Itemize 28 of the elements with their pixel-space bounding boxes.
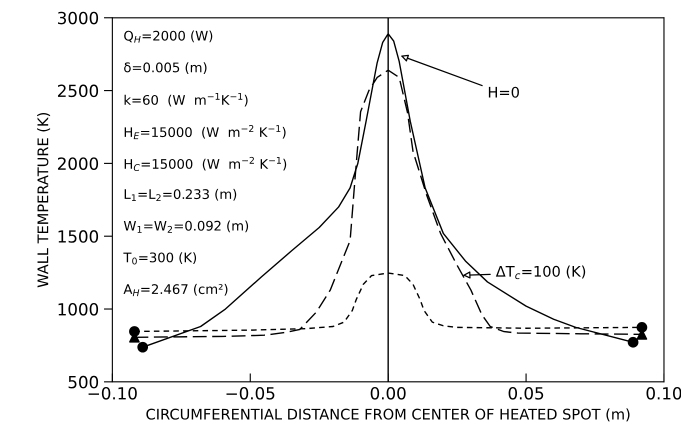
y-axis-title: WALL TEMPERATURE (K) [37,113,50,288]
annotation: ΔT$_{c}$=100 (K) [496,266,586,280]
annotation: k=60 (W m$^{−1}$K$^{−1}$) [124,92,248,106]
x-tick-label: 0.05 [508,386,544,400]
point [137,342,148,353]
x-tick-label: −0.10 [88,386,137,400]
annotation: H=0 [488,86,519,98]
y-tick-label: 2500 [58,84,98,98]
y-tick-label: 3000 [58,12,98,24]
y-tick-label: 1500 [58,230,98,243]
annotation: T$_{0}$=300 (K) [123,252,196,265]
point [628,336,638,348]
point [129,326,140,337]
annotation: A$_{H}$=2.467 (cm²) [124,284,228,296]
annotation: Q$_{H}$=2000 (W) [124,30,212,43]
annotation: H$_{C}$=15000 (W m$^{−2}$ K$^{−1}$) [124,156,286,172]
x-tick-label: 0.10 [646,386,681,400]
x-axis-title: CIRCUMFERENTIAL DISTANCE FROM CENTER OF HEATED SPOT (m) [146,408,630,422]
y-tick-label: 2000 [58,157,98,170]
point [636,322,648,333]
annotation: L$_{1}$=L$_{2}$=0.233 (m) [124,188,236,202]
annotation: δ=0.005 (m) [124,62,207,74]
y-tick-label: 500 [68,376,98,388]
annotation: W$_{1}$=W$_{2}$=0.092 (m) [124,220,248,233]
x-tick-label: 0.00 [370,386,406,400]
x-tick-label: −0.05 [226,386,274,400]
annotation: H$_{E}$=15000 (W m$^{−2}$ K$^{−1}$) [124,125,286,140]
y-tick-label: 1000 [58,302,98,316]
